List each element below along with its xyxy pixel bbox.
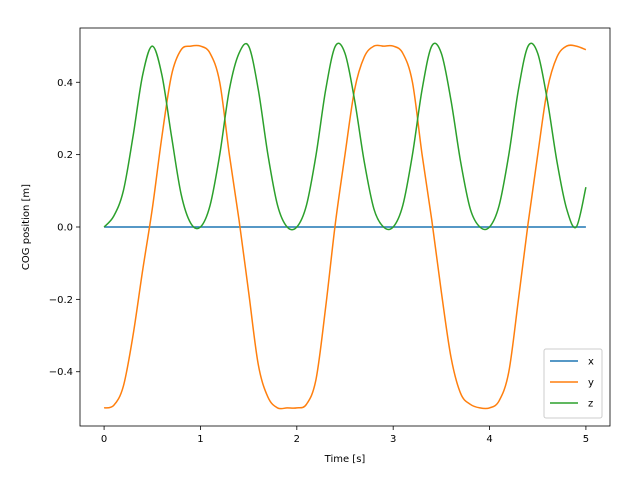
- series-line-y: [103, 44, 587, 410]
- y-tick-label: −0.2: [49, 295, 73, 306]
- series-lines: [103, 42, 587, 410]
- x-axis-ticks: 0 1 2 3 4 5: [101, 426, 589, 445]
- y-tick-label: −0.4: [49, 367, 73, 378]
- legend-items: xyz: [550, 357, 594, 410]
- legend-label-z: z: [588, 399, 593, 410]
- x-tick-label: 3: [390, 434, 396, 445]
- legend-label-y: y: [588, 378, 594, 389]
- y-tick-label: 0.0: [57, 223, 73, 234]
- y-axis-ticks: −0.4 −0.2 0.0 0.2 0.4: [49, 78, 80, 378]
- series-line-z: [103, 42, 587, 231]
- y-tick-label: 0.4: [57, 78, 73, 89]
- legend: xyz: [543, 348, 603, 419]
- x-tick-label: 5: [583, 434, 589, 445]
- x-tick-label: 0: [101, 434, 107, 445]
- x-axis-label: Time [s]: [324, 454, 366, 465]
- x-tick-label: 4: [486, 434, 492, 445]
- legend-box: [543, 348, 603, 419]
- x-tick-label: 2: [294, 434, 300, 445]
- legend-label-x: x: [588, 357, 594, 368]
- y-tick-label: 0.2: [57, 150, 73, 161]
- x-tick-label: 1: [197, 434, 203, 445]
- y-axis-label: COG position [m]: [21, 184, 32, 270]
